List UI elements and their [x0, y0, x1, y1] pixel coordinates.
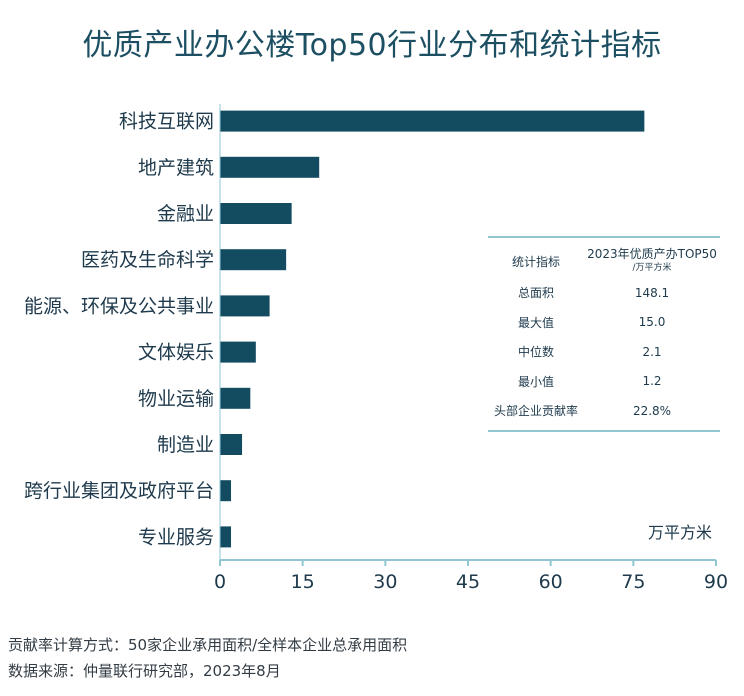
x-tick-label: 75 [621, 571, 645, 593]
category-label: 地产建筑 [138, 157, 214, 179]
stats-row: 头部企业贡献率 22.8% [488, 396, 720, 426]
stats-row: 总面积 148.1 [488, 278, 720, 308]
category-label: 跨行业集团及政府平台 [24, 480, 214, 502]
bar-8 [220, 480, 232, 502]
stats-header-unit: /万平方米 [632, 263, 672, 273]
stats-row-key: 头部企业贡献率 [493, 404, 578, 419]
stats-row-value: 2.1 [642, 344, 662, 359]
bar-2 [220, 203, 292, 224]
category-label: 科技互联网 [119, 111, 214, 133]
stats-row-value: 15.0 [638, 315, 666, 330]
stats-header-key: 统计指标 [511, 254, 560, 269]
x-tick-label: 0 [214, 571, 226, 593]
bar-6 [220, 387, 251, 409]
bar-9 [220, 526, 232, 548]
stats-row-value: 22.8% [632, 403, 672, 418]
bar-1 [220, 156, 320, 178]
stats-header-title: 2023年优质产办TOP50 [587, 247, 717, 261]
stats-row: 中位数 2.1 [488, 337, 720, 367]
stats-row-value: 1.2 [642, 374, 662, 389]
stats-header-row: 统计指标 2023年优质产办TOP50 /万平方米 [488, 244, 720, 278]
category-label: 金融业 [157, 203, 214, 225]
x-tick-label: 90 [704, 571, 728, 593]
x-tick-label: 60 [539, 571, 563, 593]
stats-row-value: 148.1 [634, 285, 670, 300]
formula-note: 贡献率计算方式：50家企业承用面积/全样本企业总承用面积 [8, 636, 408, 654]
source-note: 数据来源：仲量联行研究部，2023年8月 [8, 662, 281, 680]
x-tick-label: 15 [291, 571, 315, 593]
bar-7 [220, 434, 243, 455]
unit-label: 万平方米 [648, 523, 713, 542]
stats-row: 最大值 15.0 [488, 308, 720, 338]
category-label: 物业运输 [138, 388, 214, 410]
stats-row-key: 总面积 [517, 286, 554, 301]
category-label: 医药及生命科学 [81, 249, 214, 271]
bar-4 [220, 295, 270, 317]
bar-3 [220, 249, 287, 271]
x-tick-label: 30 [373, 571, 397, 593]
bar-5 [220, 341, 256, 363]
stats-row-key: 最大值 [517, 315, 554, 330]
x-tick-label: 45 [456, 571, 480, 593]
stats-row-key: 最小值 [517, 374, 554, 389]
bar-0 [220, 110, 645, 132]
stats-table: 统计指标 2023年优质产办TOP50 /万平方米 总面积 148.1 最大值 … [488, 236, 720, 432]
category-label: 文体娱乐 [138, 342, 214, 364]
category-label: 制造业 [157, 434, 214, 456]
stats-row-key: 中位数 [517, 345, 554, 360]
stats-row: 最小值 1.2 [488, 367, 720, 397]
stats-header-value: 2023年优质产办TOP50 /万平方米 [584, 247, 720, 275]
category-label: 能源、环保及公共事业 [24, 295, 214, 317]
category-label: 专业服务 [138, 526, 214, 548]
chart-title: 优质产业办公楼Top50行业分布和统计指标 [82, 28, 662, 63]
